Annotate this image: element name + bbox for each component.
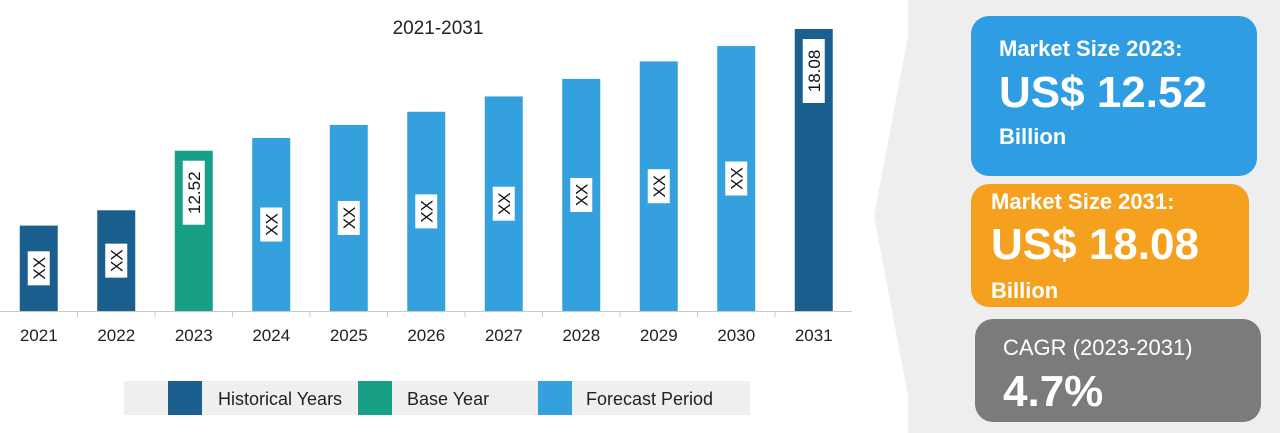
market-bar-chart: XX 2021 XX 2022 12.52 2023 XX 2024 XX 2025 XX 2026 X… xyxy=(0,29,852,345)
x-tick-label-2026: 2026 xyxy=(407,326,445,345)
data-label-box xyxy=(27,251,50,286)
market-size-2023-value: US$ 12.52 xyxy=(999,68,1207,117)
legend-swatch-historical xyxy=(168,381,202,415)
legend-label-base: Base Year xyxy=(407,389,490,409)
data-label-box xyxy=(260,207,283,242)
data-label-2025: XX xyxy=(337,200,360,235)
chart-legend: Historical Years Base Year Forecast Peri… xyxy=(124,381,750,415)
x-tick-label-2029: 2029 xyxy=(640,326,678,345)
market-size-2023-card: Market Size 2023: US$ 12.52 Billion xyxy=(971,16,1257,176)
market-size-2031-unit: Billion xyxy=(991,278,1059,303)
data-label-2024: XX xyxy=(260,207,283,242)
data-label-box xyxy=(105,243,128,278)
x-tick-label-2025: 2025 xyxy=(330,326,368,345)
data-label-text: XX xyxy=(572,184,591,207)
legend-swatch-forecast xyxy=(538,381,572,415)
market-size-2023-label: Market Size 2023: xyxy=(999,36,1183,61)
legend-swatch-base xyxy=(358,381,392,415)
data-label-2027: XX xyxy=(492,186,515,221)
data-label-box xyxy=(492,186,515,221)
data-label-text: XX xyxy=(650,175,669,198)
cagr-label: CAGR (2023-2031) xyxy=(1003,335,1193,360)
data-label-2029: XX xyxy=(647,169,670,204)
data-label-text: XX xyxy=(107,249,126,272)
data-label-text: XX xyxy=(262,213,281,236)
legend-label-historical: Historical Years xyxy=(218,389,343,409)
market-size-2031-card: Market Size 2031: US$ 18.08 Billion xyxy=(971,184,1249,307)
x-tick-label-2027: 2027 xyxy=(485,326,523,345)
data-label-text: 18.08 xyxy=(805,50,824,93)
data-label-text: 12.52 xyxy=(185,171,204,214)
cagr-card: CAGR (2023-2031) 4.7% xyxy=(975,319,1261,422)
data-label-2031: 18.08 xyxy=(802,39,825,103)
data-label-text: XX xyxy=(495,192,514,215)
chart-title: 2021-2031 xyxy=(392,18,484,39)
data-label-box xyxy=(337,200,360,235)
data-label-2021: XX xyxy=(27,251,50,286)
data-label-box xyxy=(570,177,593,212)
data-label-2028: XX xyxy=(570,177,593,212)
x-tick-label-2031: 2031 xyxy=(795,326,833,345)
x-tick-label-2022: 2022 xyxy=(97,326,135,345)
x-tick-label-2030: 2030 xyxy=(717,326,755,345)
x-tick-label-2021: 2021 xyxy=(20,326,58,345)
data-label-2026: XX xyxy=(415,194,438,229)
data-label-2030: XX xyxy=(725,161,748,196)
x-tick-label-2028: 2028 xyxy=(562,326,600,345)
chart-canvas: XX 2021 XX 2022 12.52 2023 XX 2024 XX 2025 XX 2026 X… xyxy=(0,29,852,345)
data-label-text: XX xyxy=(727,167,746,190)
x-tick-label-2023: 2023 xyxy=(175,326,213,345)
market-size-2031-label: Market Size 2031: xyxy=(991,189,1175,214)
legend-label-forecast: Forecast Period xyxy=(586,389,714,409)
market-size-2023-unit: Billion xyxy=(999,124,1067,149)
x-tick-label-2024: 2024 xyxy=(252,326,290,345)
data-label-box xyxy=(647,169,670,204)
data-label-2022: XX xyxy=(105,243,128,278)
cagr-value: 4.7% xyxy=(1003,367,1104,416)
data-label-text: XX xyxy=(417,200,436,223)
data-label-text: XX xyxy=(30,257,49,280)
data-label-box xyxy=(802,39,825,103)
market-size-2031-value: US$ 18.08 xyxy=(991,220,1199,269)
panel-pointer-arrow xyxy=(874,0,934,433)
data-label-box xyxy=(182,160,205,225)
data-label-box xyxy=(415,194,438,229)
data-label-text: XX xyxy=(340,207,359,230)
data-label-2023: 12.52 xyxy=(182,160,205,225)
data-label-box xyxy=(725,161,748,196)
